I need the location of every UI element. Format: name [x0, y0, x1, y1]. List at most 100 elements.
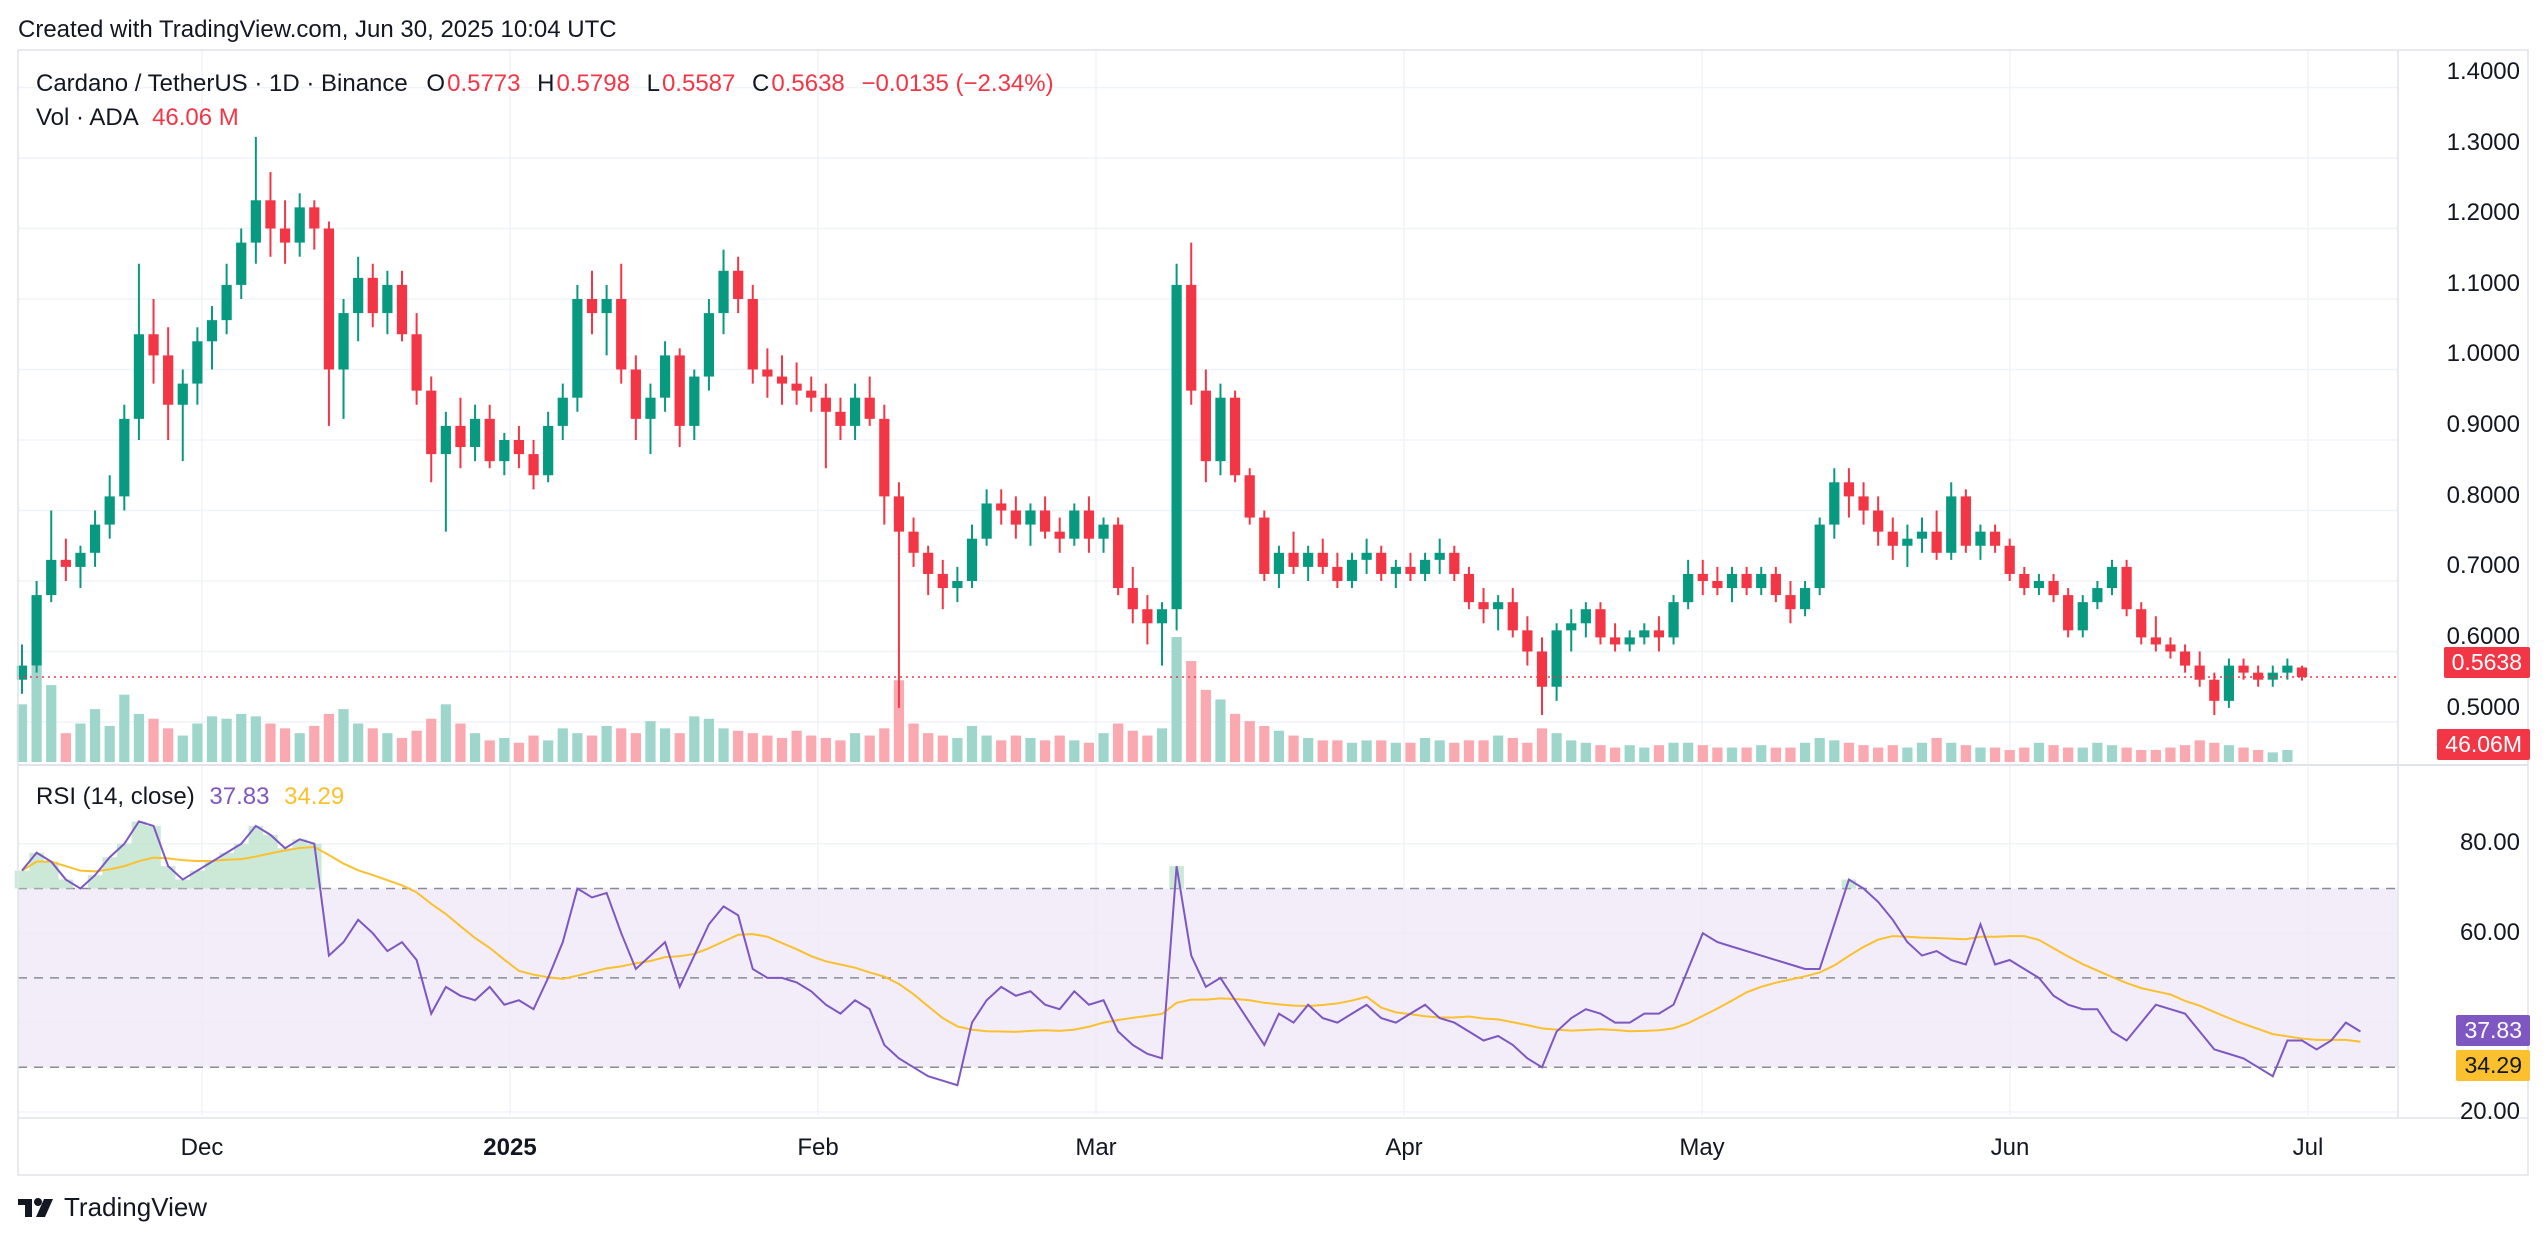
price-tick: 1.3000 [2446, 129, 2520, 156]
volume-bar [440, 704, 451, 762]
volume-bar [1653, 745, 1665, 762]
candle-body [426, 390, 437, 455]
chart-border [17, 49, 2529, 1176]
candle-body [952, 581, 963, 589]
candle-body [659, 355, 671, 398]
candle-body [1273, 552, 1285, 574]
volume-bar [60, 733, 71, 762]
volume-bar [1405, 742, 1416, 762]
volume-bar [1683, 742, 1694, 762]
candle-body [192, 341, 203, 384]
brand-logo[interactable]: TradingView [18, 1192, 207, 1223]
volume-bar [1960, 745, 1971, 762]
legend-c-value: 0.5638 [771, 70, 845, 97]
volume-bar [265, 723, 276, 762]
volume-bar [864, 735, 875, 762]
volume-value: 46.06 M [152, 104, 239, 131]
candle-body [528, 454, 539, 476]
candle-body [776, 376, 788, 384]
candle-body [1946, 496, 1957, 553]
x-tick-jun: Jun [1990, 1134, 2030, 1161]
legend-h-label: H [537, 70, 555, 97]
volume-bar [2253, 749, 2264, 762]
rsi-legend-value: 37.83 [209, 783, 270, 810]
candle-body [1083, 510, 1095, 539]
candle-body [1361, 552, 1372, 560]
volume-bar [557, 728, 568, 762]
volume-bar [893, 680, 905, 762]
volume-bar [1127, 730, 1138, 762]
volume-bar [1785, 747, 1796, 762]
candle-body [1887, 531, 1898, 546]
candle-body [1639, 630, 1650, 638]
candle-body [1288, 552, 1299, 567]
candle-body [2282, 665, 2293, 673]
candle-body [75, 552, 86, 567]
volume-bar [528, 735, 539, 762]
volume-bar [206, 716, 218, 762]
volume-bar [309, 725, 320, 762]
volume-bar [338, 709, 349, 762]
candle-body [1858, 496, 1869, 511]
watermark-text: Created with TradingView.com, Jun 30, 20… [18, 16, 617, 43]
volume-bar [1493, 735, 1504, 762]
candle-body [148, 334, 159, 356]
candle-body [879, 418, 890, 497]
volume-bar [353, 723, 364, 762]
legend-o-value: 0.5773 [447, 70, 521, 97]
candle-body [1390, 566, 1401, 574]
volume-bar [586, 735, 598, 762]
volume-bar [2048, 745, 2059, 762]
candle-body [1259, 517, 1270, 574]
volume-bar [908, 723, 919, 762]
rsi-ma-tag: 34.29 [2456, 1050, 2530, 1081]
x-tick-may: May [1679, 1134, 1725, 1161]
volume-bar [1551, 733, 1562, 762]
candle-body [221, 284, 232, 321]
legend-c-label: C [752, 70, 770, 97]
rsi-tick: 80.00 [2459, 829, 2520, 856]
volume-bar [1069, 740, 1080, 762]
rsi-overbought-fill [14, 821, 1857, 889]
candle-body [1419, 559, 1431, 574]
candle-body [16, 665, 28, 680]
chart-frame [17, 49, 2529, 1176]
volume-bar [1639, 747, 1650, 762]
legend-symbol: Cardano / TetherUS · 1D · Binance [36, 70, 408, 97]
candle-body [835, 411, 846, 426]
candle-body [31, 595, 42, 666]
rsi-line [21, 820, 2361, 1087]
volume-bar [659, 728, 671, 762]
x-tick-2025: 2025 [483, 1134, 537, 1161]
volume-bar [1200, 689, 1211, 762]
volume-bar [820, 737, 831, 762]
candle-body [1507, 602, 1518, 631]
volume-bar [1697, 745, 1708, 762]
volume-bar [163, 728, 174, 762]
volume-bar [133, 713, 145, 762]
candle-body [820, 397, 831, 412]
candlesticks [16, 136, 2398, 715]
price-tick: 1.1000 [2446, 270, 2520, 297]
candle-body [294, 207, 305, 243]
candle-body [923, 552, 934, 574]
candle-body [1873, 510, 1884, 532]
volume-bar [981, 735, 992, 762]
volume-bar [1507, 737, 1518, 762]
candle-body [119, 418, 130, 497]
volume-bar [2063, 747, 2074, 762]
candle-body [163, 355, 174, 405]
volume-bar [747, 733, 758, 762]
volume-bar [1142, 735, 1153, 762]
volume-bar [323, 713, 335, 762]
volume-bar [1434, 740, 1445, 762]
volume-bar [996, 740, 1007, 762]
candle-body [1726, 573, 1738, 589]
candle-body [484, 418, 495, 462]
candle-body [1478, 602, 1489, 610]
candle-body [1186, 284, 1197, 391]
volume-bar [499, 737, 510, 762]
volume-bar [616, 728, 627, 762]
volume-bar [572, 733, 583, 762]
